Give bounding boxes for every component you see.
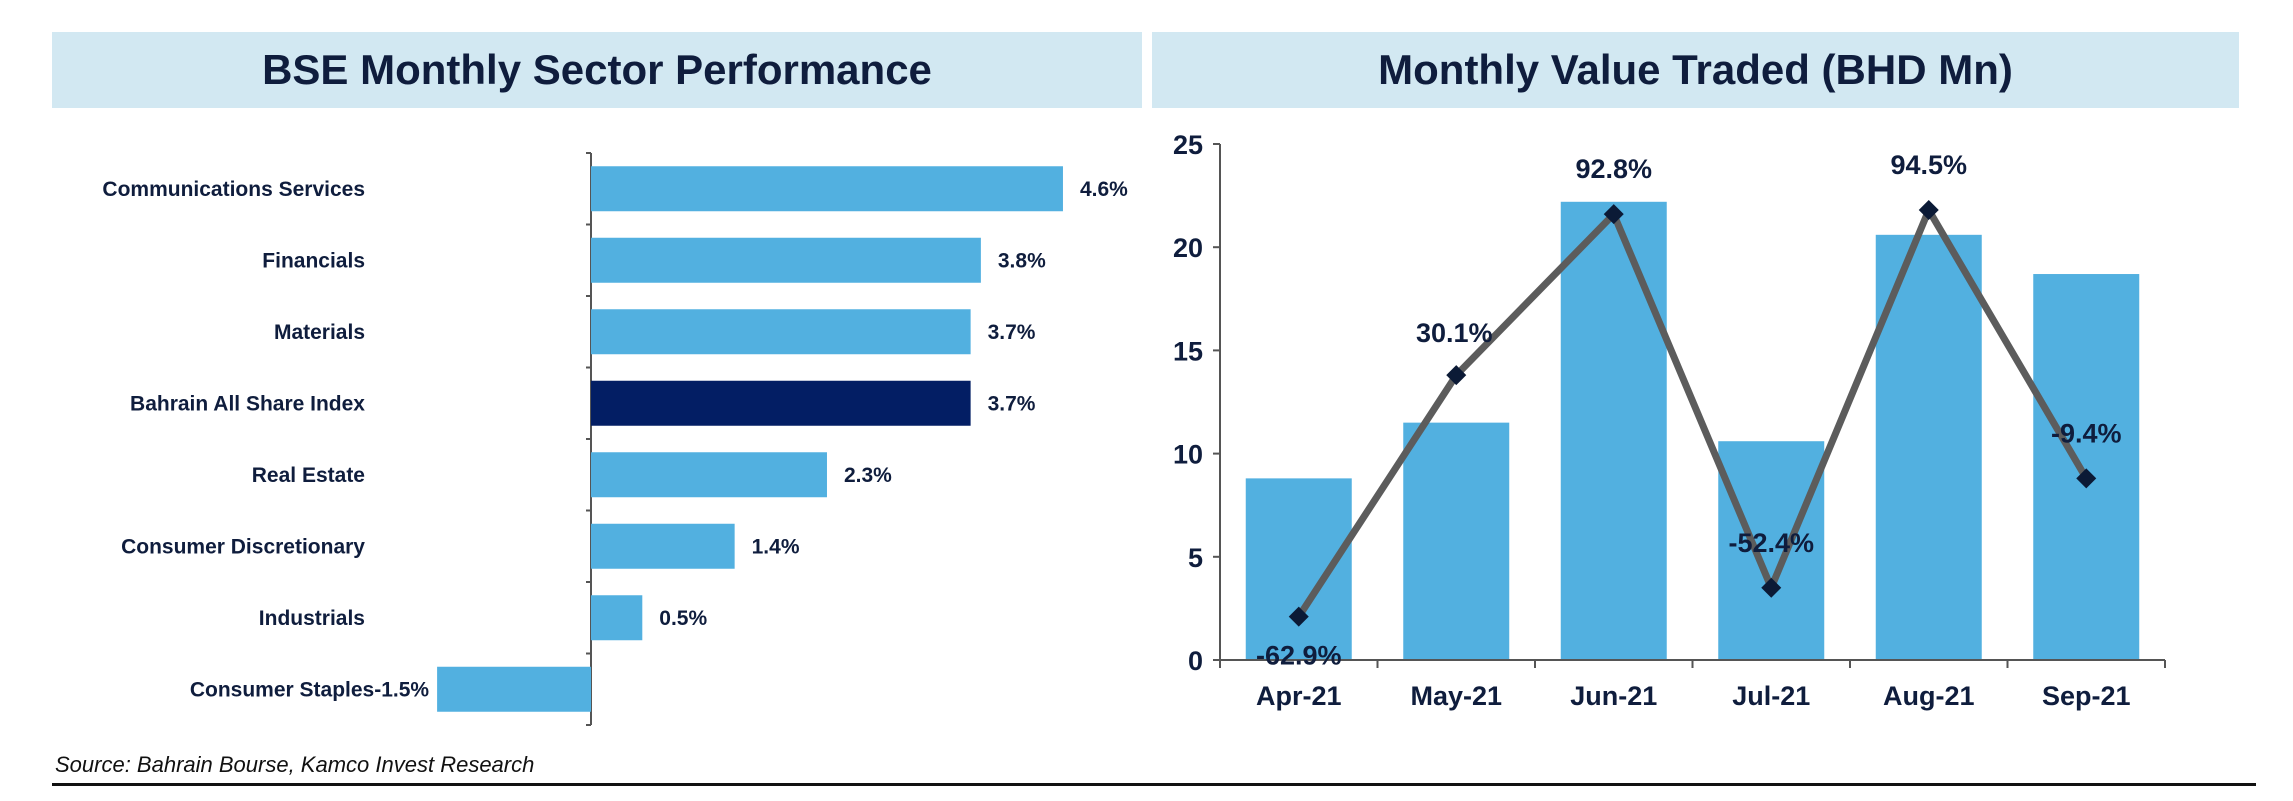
sector-bar	[591, 166, 1063, 212]
change-label: -62.9%	[1256, 641, 1342, 671]
change-marker	[1918, 200, 1939, 221]
value-x-tick-label: Aug-21	[1883, 681, 1975, 711]
sector-category-label: Industrials	[259, 607, 365, 630]
sector-value-label: 0.5%	[659, 607, 707, 630]
sector-category-label: Bahrain All Share Index	[130, 392, 365, 415]
sector-value-label: 4.6%	[1080, 178, 1128, 201]
value-y-tick-label: 20	[1173, 233, 1203, 263]
sector-value-label: 2.3%	[844, 464, 892, 487]
change-line	[1295, 206, 2090, 619]
change-marker	[1603, 204, 1624, 225]
value-y-tick-label: 25	[1173, 130, 1203, 160]
value-x-tick-label: Jul-21	[1732, 681, 1810, 711]
value-x-tick-label: May-21	[1410, 681, 1502, 711]
sector-bar	[591, 523, 735, 569]
value-traded-bar	[1718, 441, 1825, 660]
sector-bar	[591, 309, 971, 355]
sector-category-label: Consumer Staples-1.5%	[190, 678, 430, 701]
value-y-tick-label: 5	[1188, 543, 1203, 573]
bottom-divider	[52, 783, 2256, 786]
change-marker	[2076, 468, 2097, 489]
value-traded-title: Monthly Value Traded (BHD Mn)	[1152, 32, 2239, 108]
sector-bar	[591, 237, 981, 283]
change-label: 94.5%	[1890, 150, 1967, 180]
sector-category-label: Financials	[262, 249, 365, 272]
sector-bar	[591, 452, 827, 498]
change-label: -9.4%	[2051, 418, 2122, 448]
value-x-tick-label: Jun-21	[1570, 681, 1657, 711]
value-traded-bar	[1560, 201, 1667, 661]
sector-category-label: Real Estate	[252, 464, 365, 487]
sector-category-label: Consumer Discretionary	[121, 535, 365, 558]
sector-category-label: Communications Services	[102, 178, 365, 201]
value-x-tick-label: Sep-21	[2042, 681, 2131, 711]
value-x-tick-label: Apr-21	[1256, 681, 1342, 711]
value-y-tick-label: 15	[1173, 336, 1203, 366]
value-traded-bar	[1245, 478, 1352, 660]
sector-bar	[591, 595, 643, 641]
change-marker	[1761, 577, 1782, 598]
sector-performance-title: BSE Monthly Sector Performance	[52, 32, 1142, 108]
value-traded-bar	[2033, 274, 2140, 660]
sector-category-label: Materials	[274, 321, 365, 344]
value-y-tick-label: 10	[1173, 440, 1203, 470]
change-marker	[1288, 606, 1309, 627]
sector-value-label: 3.7%	[988, 321, 1036, 344]
sector-value-label: 1.4%	[752, 535, 800, 558]
change-label: 92.8%	[1575, 154, 1652, 184]
value-traded-bar	[1875, 234, 1982, 661]
sector-bar	[591, 380, 971, 426]
sector-value-label: 3.7%	[988, 392, 1036, 415]
source-note: Source: Bahrain Bourse, Kamco Invest Res…	[55, 752, 535, 777]
value-traded-bar	[1403, 422, 1510, 660]
sector-value-label: 3.8%	[998, 249, 1046, 272]
value-y-tick-label: 0	[1188, 646, 1203, 676]
change-label: 30.1%	[1416, 318, 1493, 348]
change-marker	[1446, 365, 1467, 386]
sector-bar	[437, 666, 591, 712]
change-label: -52.4%	[1728, 528, 1814, 558]
